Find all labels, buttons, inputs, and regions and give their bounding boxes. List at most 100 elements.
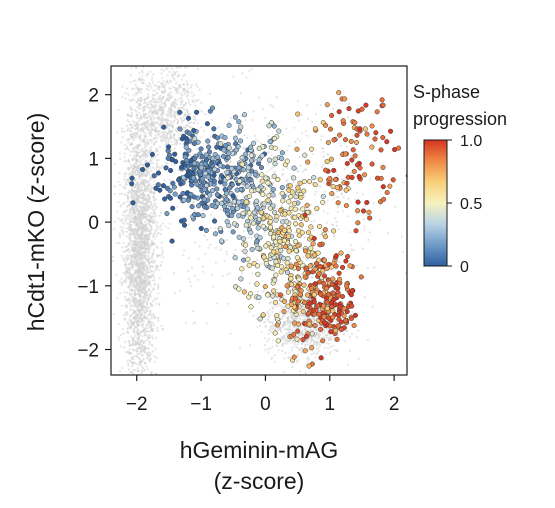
- background-cell: [128, 318, 131, 321]
- background-cell: [152, 235, 155, 238]
- background-cell: [173, 272, 176, 275]
- background-cell: [128, 191, 132, 194]
- background-cell: [255, 317, 258, 321]
- background-cell: [347, 197, 350, 200]
- background-cell: [247, 236, 250, 239]
- background-cell: [130, 141, 133, 144]
- background-cell: [120, 334, 123, 337]
- background-cell: [151, 350, 155, 353]
- background-cell: [136, 386, 138, 388]
- background-cell: [140, 371, 143, 375]
- background-cell: [166, 79, 169, 82]
- background-cell: [122, 332, 125, 335]
- background-cell: [127, 364, 130, 367]
- background-cell: [152, 183, 155, 186]
- background-cell: [126, 205, 129, 208]
- background-cell: [121, 226, 124, 229]
- background-cell: [410, 211, 412, 213]
- background-cell: [144, 305, 147, 308]
- background-cell: [260, 330, 263, 333]
- background-cell: [301, 329, 304, 332]
- background-cell: [137, 188, 140, 191]
- background-cell: [335, 196, 338, 199]
- highlighted-cell: [165, 155, 171, 161]
- background-cell: [147, 283, 150, 286]
- background-cell: [161, 222, 164, 225]
- background-cell: [118, 152, 121, 155]
- background-cell: [126, 200, 129, 203]
- background-cell: [143, 261, 146, 264]
- background-cell: [286, 149, 289, 152]
- background-cell: [125, 350, 128, 354]
- background-cell: [144, 243, 147, 246]
- background-cell: [187, 87, 190, 90]
- background-cell: [138, 129, 141, 132]
- background-cell: [134, 183, 138, 186]
- background-cell: [151, 105, 154, 108]
- background-cell: [153, 237, 156, 240]
- background-cell: [151, 345, 154, 348]
- background-cell: [361, 247, 364, 250]
- background-cell: [136, 342, 139, 345]
- background-cell: [183, 108, 186, 111]
- background-cell: [137, 130, 140, 133]
- background-cell: [145, 135, 148, 138]
- background-cell: [131, 348, 134, 351]
- background-cell: [145, 84, 148, 87]
- background-cell: [168, 94, 171, 97]
- background-cell: [120, 228, 123, 231]
- background-cell: [149, 70, 152, 73]
- highlighted-cell: [191, 166, 197, 172]
- background-cell: [169, 87, 172, 90]
- background-cell: [300, 342, 303, 345]
- background-cell: [353, 249, 356, 252]
- background-cell: [138, 119, 141, 123]
- background-cell: [140, 330, 143, 334]
- background-cell: [282, 314, 285, 317]
- background-cell: [143, 227, 146, 231]
- background-cell: [255, 258, 259, 261]
- background-cell: [126, 38, 128, 40]
- background-cell: [314, 193, 317, 196]
- background-cell: [298, 155, 301, 159]
- background-cell: [146, 93, 150, 96]
- background-cell: [132, 321, 136, 324]
- background-cell: [272, 106, 275, 109]
- background-cell: [324, 334, 327, 337]
- background-cell: [132, 243, 135, 246]
- background-cell: [244, 119, 247, 122]
- background-cell: [113, 162, 116, 165]
- background-cell: [153, 193, 156, 196]
- background-cell: [150, 119, 153, 122]
- background-cell: [152, 405, 154, 407]
- background-cell: [148, 306, 151, 309]
- background-cell: [124, 97, 127, 100]
- background-cell: [372, 266, 376, 269]
- background-cell: [219, 208, 222, 211]
- background-cell: [146, 126, 149, 129]
- background-cell: [326, 334, 329, 337]
- highlighted-cell: [209, 188, 216, 194]
- background-cell: [114, 192, 117, 195]
- background-cell: [149, 265, 152, 268]
- background-cell: [285, 332, 288, 335]
- background-cell: [306, 343, 309, 346]
- background-cell: [138, 277, 141, 280]
- background-cell: [124, 376, 126, 378]
- highlighted-cell: [191, 141, 197, 147]
- background-cell: [161, 119, 164, 123]
- background-cell: [153, 276, 156, 279]
- background-cell: [132, 139, 135, 142]
- background-cell: [121, 96, 124, 99]
- background-cell: [121, 367, 124, 370]
- background-cell: [153, 242, 156, 245]
- background-cell: [151, 257, 154, 260]
- background-cell: [137, 170, 140, 173]
- background-cell: [179, 96, 182, 100]
- background-cell: [291, 328, 294, 331]
- background-cell: [142, 367, 145, 370]
- background-cell: [330, 335, 333, 338]
- background-cell: [173, 164, 176, 167]
- background-cell: [139, 447, 141, 449]
- background-cell: [137, 49, 139, 51]
